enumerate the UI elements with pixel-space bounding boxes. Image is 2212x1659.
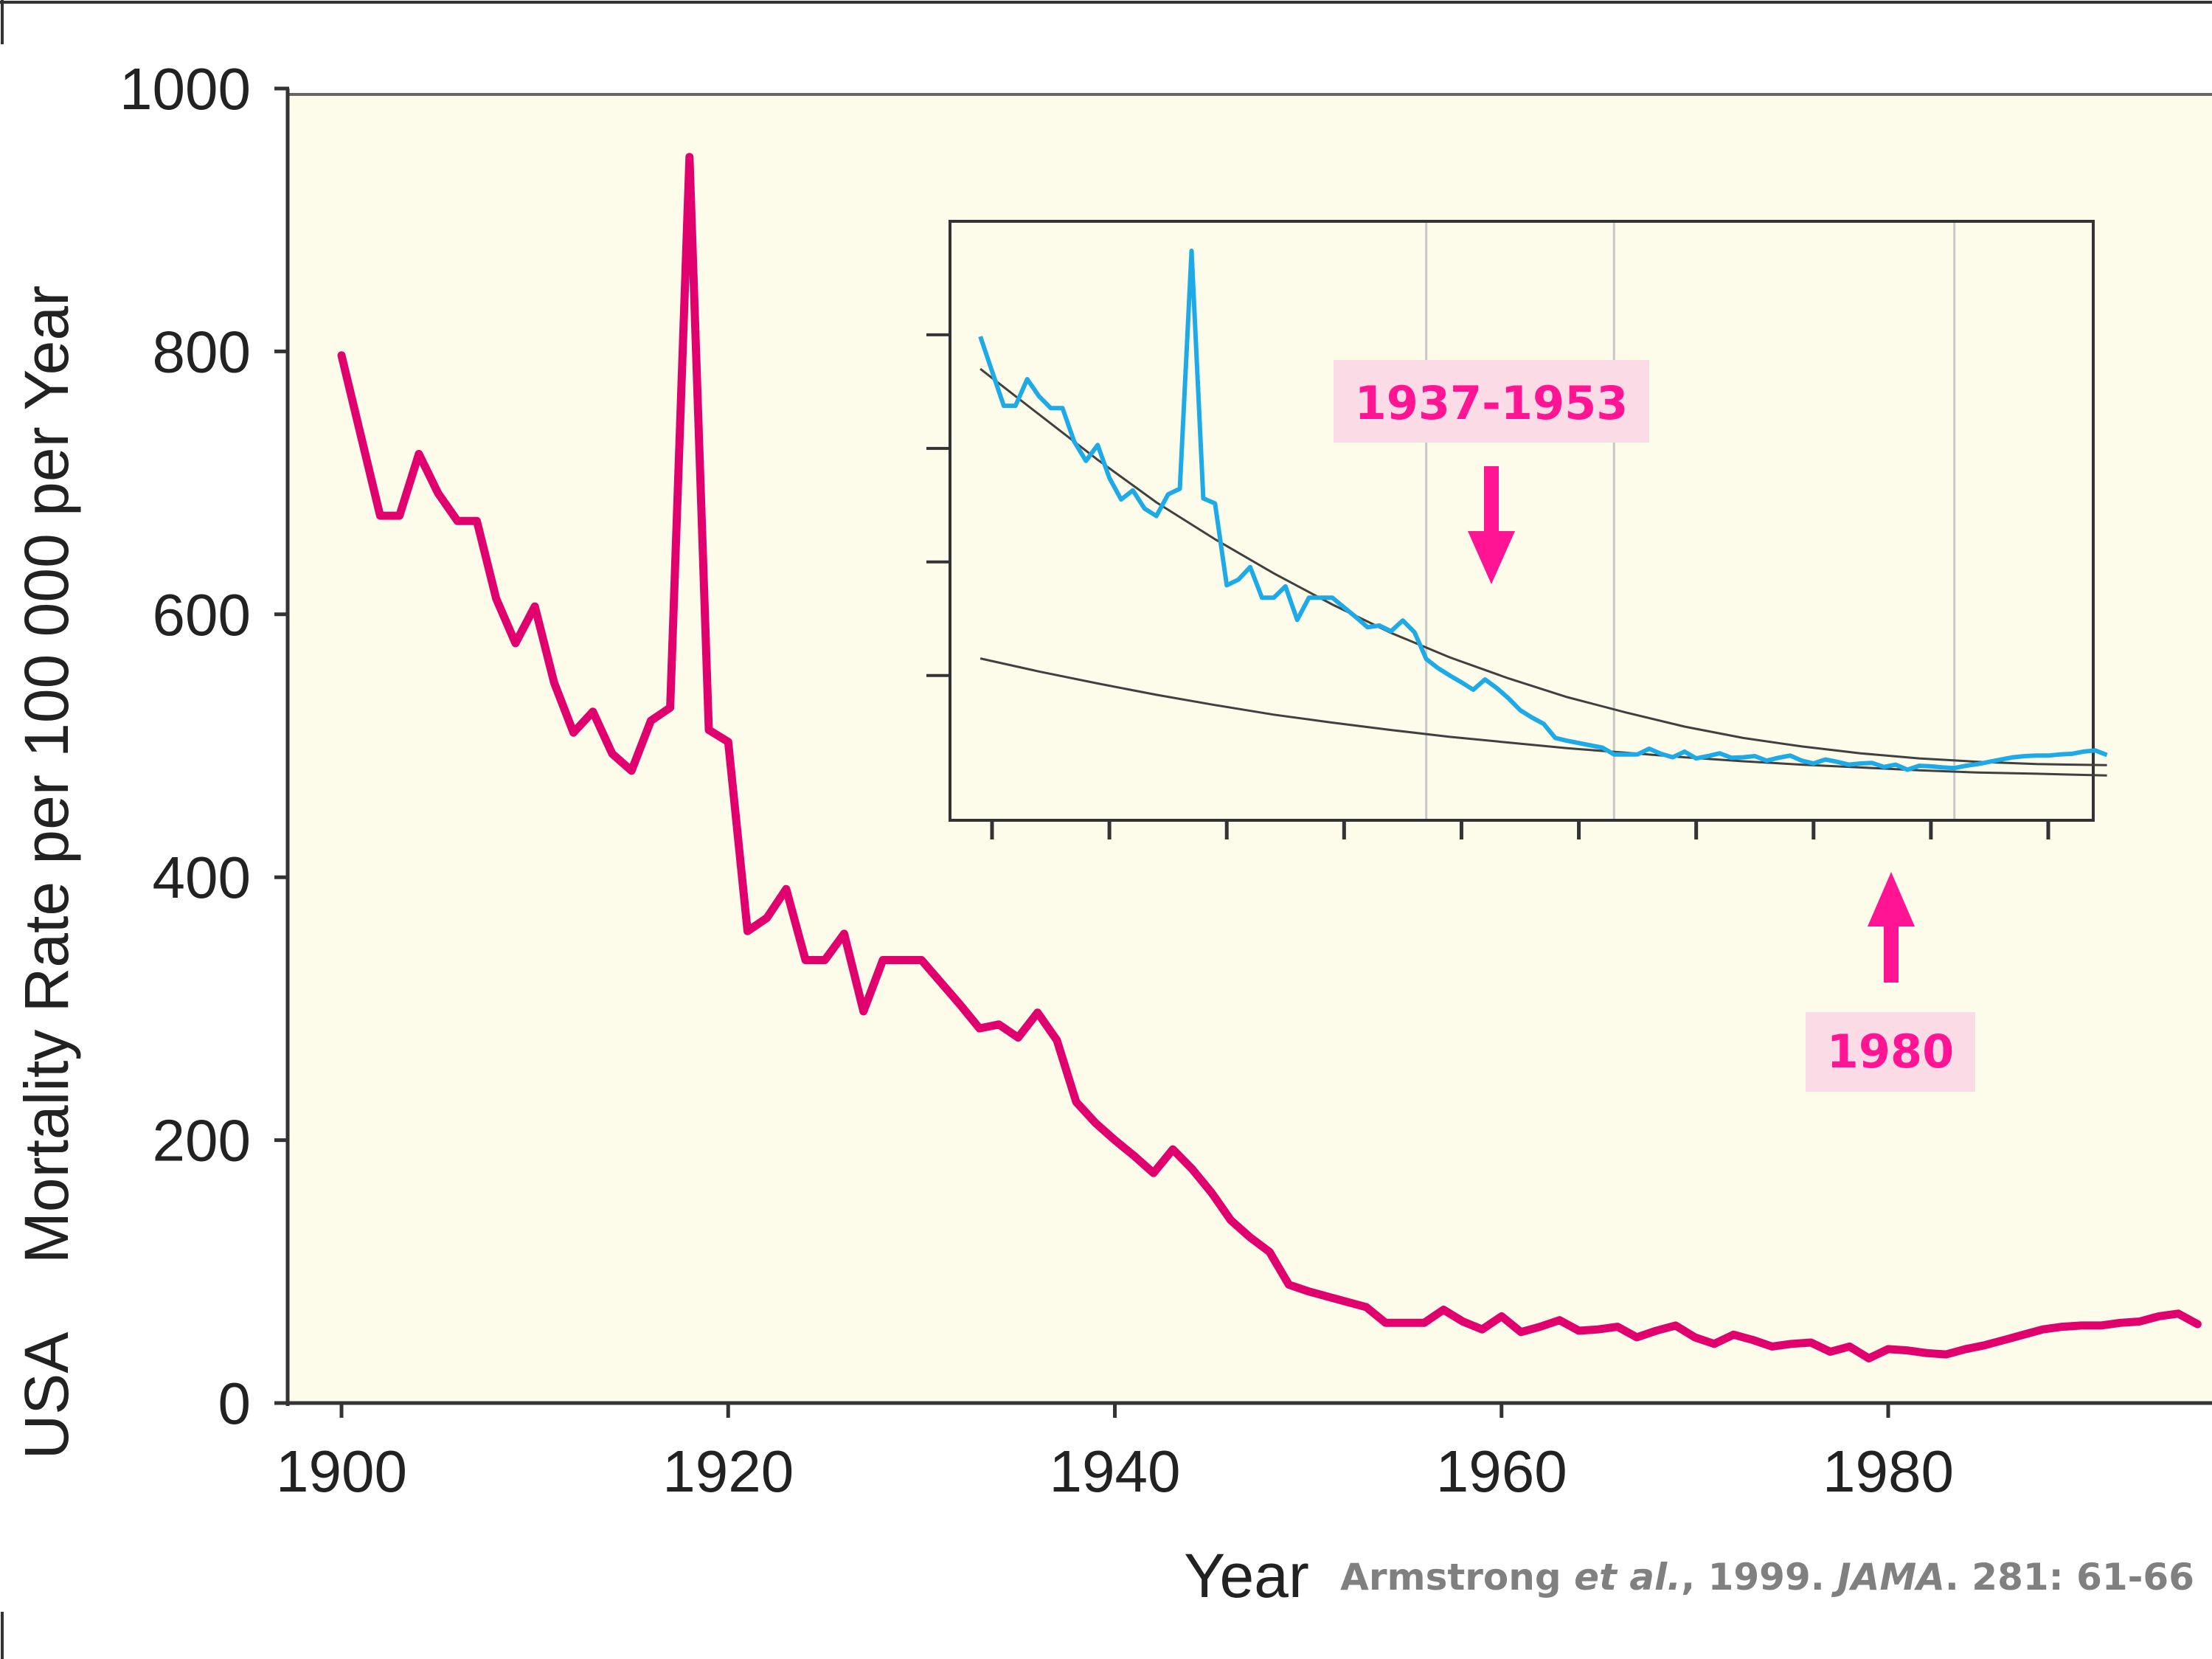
callout-1937-1953-label: 1937-1953 <box>1355 376 1629 430</box>
y-tick-label: 400 <box>153 845 251 910</box>
inset-x-ticks <box>990 820 2050 839</box>
y-tick-label: 1000 <box>119 56 251 122</box>
y-axis-ticks: 0 200 400 600 800 1000 <box>119 56 289 1436</box>
x-axis-title: Year <box>1184 1541 1309 1610</box>
x-tick-label: 1980 <box>1823 1438 1954 1504</box>
inset-chart <box>926 220 2108 839</box>
callout-1937-1953: 1937-1953 <box>1334 360 1649 584</box>
arrow-up-icon <box>1868 872 1915 983</box>
y-tick-label: 800 <box>153 319 251 384</box>
citation: Armstrong et al., 1999. JAMA. 281: 61-66 <box>1340 1556 2194 1599</box>
inset-series-line <box>978 249 2108 772</box>
x-tick-label: 1920 <box>662 1438 794 1504</box>
inset-y-ticks <box>926 333 949 677</box>
country-label: USA <box>12 1332 81 1460</box>
inset-frame <box>949 220 2095 822</box>
inset-trend-curve-upper <box>980 367 2107 766</box>
arrow-down-icon <box>1468 466 1515 584</box>
x-axis-ticks: 1900 1920 1940 1960 1980 <box>276 1402 1954 1504</box>
inset-gridlines <box>1425 223 1956 819</box>
callout-1980-background <box>1806 1012 1975 1092</box>
callout-1937-1953-background <box>1334 360 1649 443</box>
y-axis-title: Mortality Rate per 100 000 per Year <box>12 285 81 1264</box>
main-series-line <box>337 153 2202 1362</box>
y-tick-label: 200 <box>153 1108 251 1174</box>
callout-1980: 1980 <box>1806 872 1975 1092</box>
y-tick-label: 0 <box>218 1371 252 1436</box>
callout-1980-label: 1980 <box>1827 1025 1955 1078</box>
x-tick-label: 1900 <box>276 1438 407 1504</box>
x-tick-label: 1940 <box>1050 1438 1181 1504</box>
y-tick-label: 600 <box>153 582 251 648</box>
x-tick-label: 1960 <box>1436 1438 1567 1504</box>
